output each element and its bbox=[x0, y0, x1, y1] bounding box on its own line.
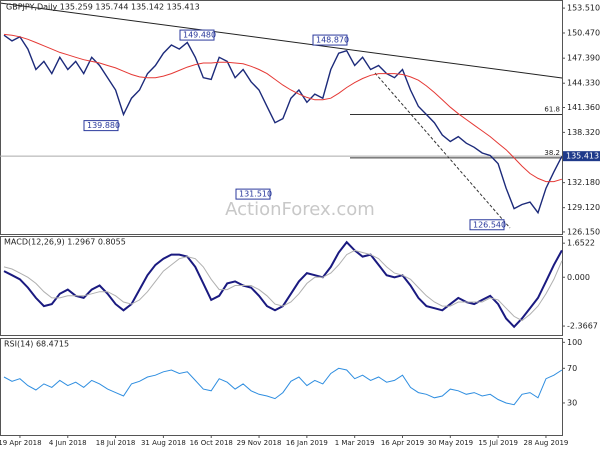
x-tick-label: 18 Jul 2018 bbox=[96, 439, 136, 447]
annotation-label: 148.870 bbox=[316, 36, 349, 45]
last-price-box bbox=[563, 151, 600, 162]
y-tick-label: 138.320 bbox=[567, 128, 600, 137]
panel-frame bbox=[0, 338, 563, 436]
x-tick-label: 29 Nov 2018 bbox=[237, 439, 282, 447]
series-line bbox=[3, 249, 563, 322]
fib-label: 61.8 bbox=[544, 106, 560, 114]
series-line bbox=[3, 367, 563, 406]
annotation-box bbox=[235, 188, 271, 200]
last-price-label: 135.413 bbox=[566, 152, 599, 161]
annotation-label: 126.540 bbox=[473, 220, 506, 229]
panel-frame bbox=[0, 236, 563, 336]
y-tick-label: 0.000 bbox=[567, 273, 590, 282]
annotation-box bbox=[312, 34, 348, 46]
y-tick-label: -2.3667 bbox=[567, 322, 598, 331]
x-tick-label: 28 Aug 2019 bbox=[524, 439, 569, 447]
y-tick-label: 126.150 bbox=[567, 227, 600, 236]
annotation-label: 149.480 bbox=[183, 31, 216, 40]
annotation-box bbox=[83, 120, 119, 132]
annotation-label: 139.880 bbox=[87, 121, 120, 130]
y-tick-label: 129.120 bbox=[567, 203, 600, 212]
x-tick-label: 15 Jul 2019 bbox=[478, 439, 518, 447]
y-tick-label: 141.360 bbox=[567, 103, 600, 112]
y-tick-label: 150.470 bbox=[567, 28, 600, 37]
y-tick-label: 1.6522 bbox=[567, 239, 595, 248]
x-tick-label: 19 Apr 2018 bbox=[0, 439, 42, 447]
macd-title: MACD(12,26,9) 1.2967 0.8055 bbox=[4, 238, 126, 247]
x-tick-label: 1 Mar 2019 bbox=[335, 439, 375, 447]
y-tick-label: 144.330 bbox=[567, 79, 600, 88]
annotation-box bbox=[179, 29, 215, 41]
y-tick-label: 30 bbox=[567, 398, 577, 407]
chart-title: GBPJPY,Daily 135.259 135.744 135.142 135… bbox=[6, 3, 200, 12]
annotation-label: 131.510 bbox=[239, 190, 272, 199]
panel-frame bbox=[0, 0, 563, 235]
x-tick-label: 30 May 2019 bbox=[427, 439, 473, 447]
x-tick-label: 16 Oct 2018 bbox=[190, 439, 233, 447]
watermark: ActionForex.com bbox=[225, 199, 375, 220]
y-tick-label: 100 bbox=[567, 338, 582, 347]
series-line bbox=[3, 33, 563, 183]
fib-label: 38.2 bbox=[544, 149, 560, 157]
x-tick-label: 16 Apr 2019 bbox=[381, 439, 424, 447]
y-tick-label: 132.180 bbox=[567, 178, 600, 187]
trendline bbox=[0, 2, 563, 79]
rsi-title: RSI(14) 68.4715 bbox=[4, 340, 69, 349]
y-tick-label: 147.390 bbox=[567, 54, 600, 63]
x-tick-label: 16 Jan 2019 bbox=[286, 439, 328, 447]
y-tick-label: 153.510 bbox=[567, 4, 600, 13]
x-tick-label: 4 Jun 2018 bbox=[49, 439, 87, 447]
annotation-box bbox=[469, 219, 505, 231]
y-tick-label: 70 bbox=[567, 364, 577, 373]
x-tick-label: 31 Aug 2018 bbox=[141, 439, 186, 447]
dashed-trendline bbox=[374, 72, 511, 229]
